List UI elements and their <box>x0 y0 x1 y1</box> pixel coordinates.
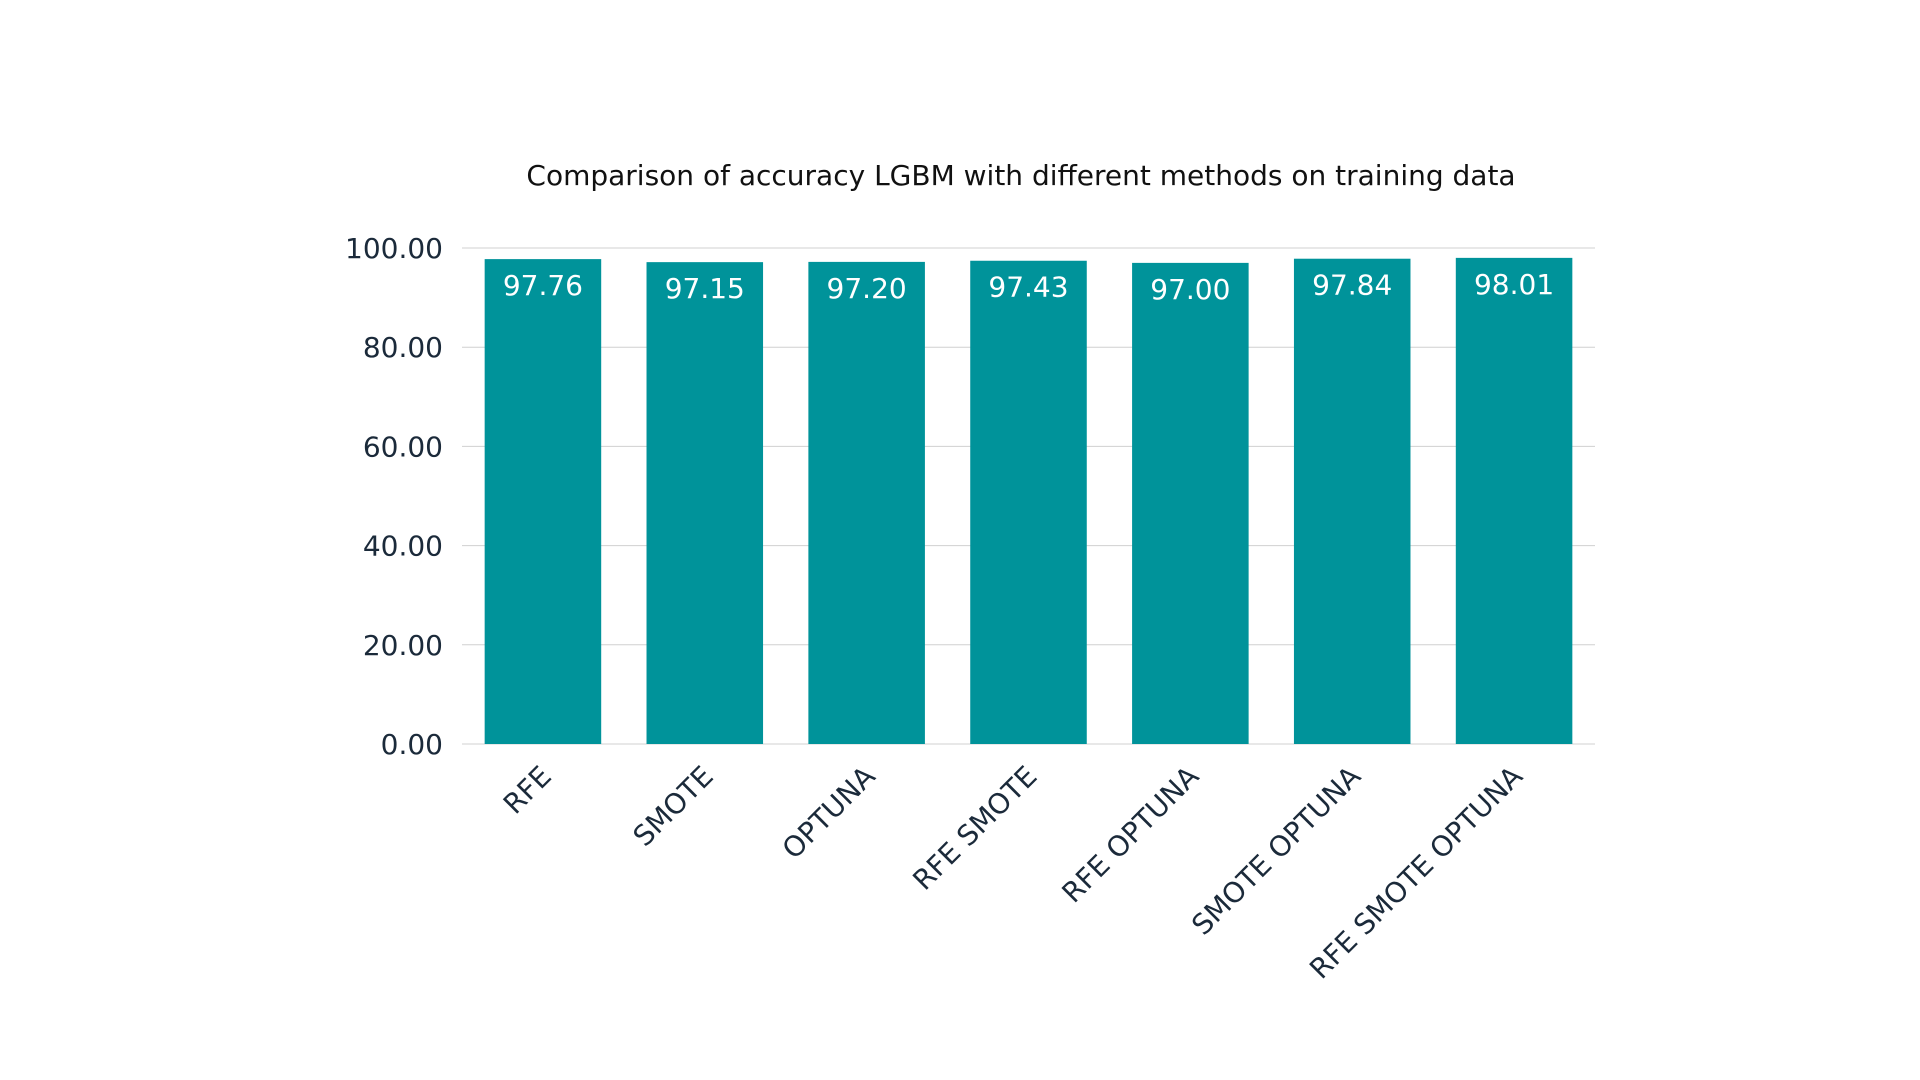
data-label: 97.43 <box>988 271 1068 304</box>
x-tick-label: RFE SMOTE <box>906 760 1043 897</box>
x-tick-label: RFE <box>497 760 558 821</box>
bar <box>1455 257 1573 744</box>
bars <box>484 257 1573 744</box>
chart-title: Comparison of accuracy LGBM with differe… <box>526 159 1515 192</box>
data-label: 97.84 <box>1312 269 1392 302</box>
data-labels: 97.76 97.15 97.20 97.43 97.00 97.84 98.01 <box>503 268 1554 306</box>
y-tick-label: 100.00 <box>345 232 443 265</box>
x-tick-label: OPTUNA <box>776 760 882 866</box>
bar <box>1293 258 1411 744</box>
data-label: 97.76 <box>503 269 583 302</box>
y-tick-label: 60.00 <box>363 430 443 463</box>
y-tick-label: 20.00 <box>363 629 443 662</box>
bar <box>484 259 602 744</box>
x-tick-label: SMOTE OPTUNA <box>1185 760 1367 942</box>
y-tick-label: 40.00 <box>363 530 443 563</box>
bar <box>1132 262 1249 744</box>
data-label: 97.00 <box>1150 273 1230 306</box>
data-label: 97.20 <box>827 272 907 305</box>
x-tick-label: RFE OPTUNA <box>1056 760 1206 910</box>
bar <box>970 260 1087 744</box>
y-tick-label: 0.00 <box>381 728 443 761</box>
x-tick-label: SMOTE <box>627 760 720 853</box>
bar <box>808 261 925 744</box>
y-tick-label: 80.00 <box>363 331 443 364</box>
bar <box>646 262 764 744</box>
data-label: 98.01 <box>1474 268 1554 301</box>
data-label: 97.15 <box>665 272 745 305</box>
y-axis-ticks: 0.00 20.00 40.00 60.00 80.00 100.00 <box>345 232 443 761</box>
